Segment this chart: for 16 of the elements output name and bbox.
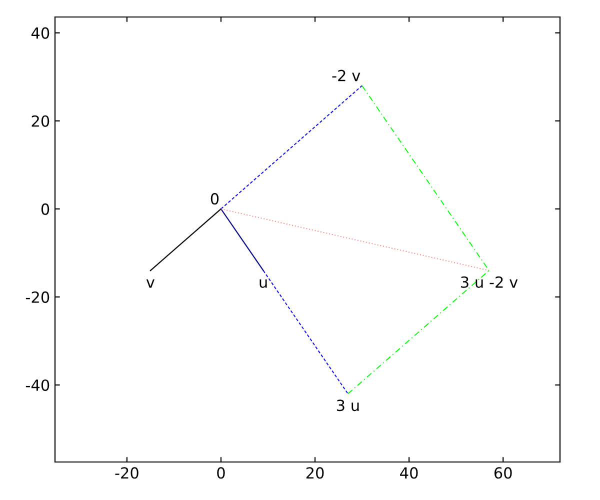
y-tick-label: -20 [26, 291, 50, 303]
annotation: v [146, 279, 155, 288]
x-tick-label: -20 [115, 467, 138, 479]
x-tick-label: 40 [400, 467, 418, 479]
annotation: 3 u [336, 400, 359, 412]
y-tick-label: 40 [31, 27, 50, 39]
annotation: u [260, 279, 267, 288]
y-tick-label: 20 [32, 115, 50, 127]
x-tick-label: 0 [217, 467, 225, 479]
annotation: 3 u -2 v [461, 276, 518, 288]
y-tick-label: -40 [26, 379, 50, 391]
x-tick-label: 60 [494, 467, 512, 479]
y-tick-label: 0 [41, 203, 50, 215]
annotation: 0 [210, 193, 219, 205]
x-tick-label: 20 [306, 467, 324, 479]
annotation: -2 v [332, 70, 360, 82]
